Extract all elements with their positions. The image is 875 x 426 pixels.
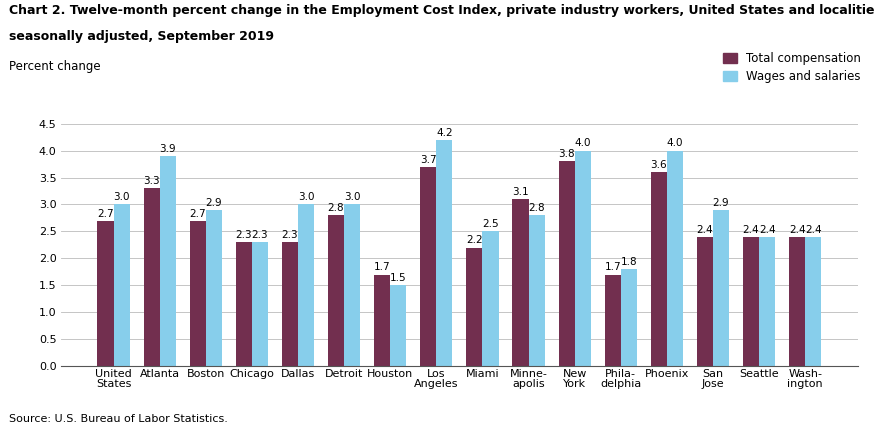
Text: 2.8: 2.8 (528, 203, 545, 213)
Bar (437, 140, 452, 366)
Text: 3.7: 3.7 (420, 155, 437, 164)
Text: 3.1: 3.1 (512, 187, 528, 197)
Bar (252, 242, 268, 366)
Bar (789, 237, 805, 366)
Text: 3.6: 3.6 (650, 160, 667, 170)
Text: Percent change: Percent change (9, 60, 101, 73)
Legend: Total compensation, Wages and salaries: Total compensation, Wages and salaries (719, 49, 864, 86)
Bar (805, 237, 822, 366)
Bar (159, 156, 176, 366)
Text: 2.4: 2.4 (696, 225, 713, 235)
Text: 1.7: 1.7 (605, 262, 621, 273)
Text: 3.0: 3.0 (298, 192, 314, 202)
Text: 4.0: 4.0 (575, 138, 591, 148)
Text: 2.3: 2.3 (252, 230, 269, 240)
Text: 3.3: 3.3 (144, 176, 160, 186)
Bar (696, 237, 713, 366)
Text: Chart 2. Twelve-month percent change in the Employment Cost Index, private indus: Chart 2. Twelve-month percent change in … (9, 4, 875, 17)
Text: 3.0: 3.0 (344, 192, 360, 202)
Text: 4.0: 4.0 (667, 138, 683, 148)
Text: 3.9: 3.9 (159, 144, 176, 154)
Text: 2.4: 2.4 (805, 225, 822, 235)
Bar (513, 199, 528, 366)
Bar (97, 221, 114, 366)
Bar (482, 231, 499, 366)
Text: 2.3: 2.3 (235, 230, 252, 240)
Bar (651, 172, 667, 366)
Bar (605, 275, 620, 366)
Bar (282, 242, 298, 366)
Bar (713, 210, 729, 366)
Bar (114, 204, 130, 366)
Text: 2.4: 2.4 (788, 225, 805, 235)
Bar (344, 204, 360, 366)
Bar (144, 188, 159, 366)
Bar (328, 215, 344, 366)
Bar (760, 237, 775, 366)
Bar (235, 242, 252, 366)
Text: 3.0: 3.0 (114, 192, 130, 202)
Bar (528, 215, 544, 366)
Text: Source: U.S. Bureau of Labor Statistics.: Source: U.S. Bureau of Labor Statistics. (9, 414, 228, 424)
Bar (466, 248, 482, 366)
Bar (743, 237, 760, 366)
Text: 3.8: 3.8 (558, 149, 575, 159)
Text: 2.9: 2.9 (713, 198, 730, 208)
Bar (190, 221, 206, 366)
Text: 2.4: 2.4 (759, 225, 775, 235)
Text: 2.5: 2.5 (482, 219, 499, 229)
Text: 2.7: 2.7 (97, 208, 114, 219)
Bar (374, 275, 390, 366)
Text: 2.4: 2.4 (743, 225, 760, 235)
Bar (206, 210, 222, 366)
Bar (298, 204, 314, 366)
Bar (667, 150, 683, 366)
Text: 1.7: 1.7 (374, 262, 390, 273)
Text: seasonally adjusted, September 2019: seasonally adjusted, September 2019 (9, 30, 274, 43)
Text: 2.7: 2.7 (189, 208, 206, 219)
Bar (575, 150, 591, 366)
Text: 2.3: 2.3 (282, 230, 298, 240)
Bar (620, 269, 637, 366)
Bar (558, 161, 575, 366)
Text: 4.2: 4.2 (436, 127, 452, 138)
Text: 2.2: 2.2 (466, 236, 483, 245)
Bar (390, 285, 406, 366)
Text: 1.8: 1.8 (620, 257, 637, 267)
Text: 2.9: 2.9 (206, 198, 222, 208)
Text: 2.8: 2.8 (328, 203, 345, 213)
Text: 1.5: 1.5 (390, 273, 407, 283)
Bar (420, 167, 437, 366)
